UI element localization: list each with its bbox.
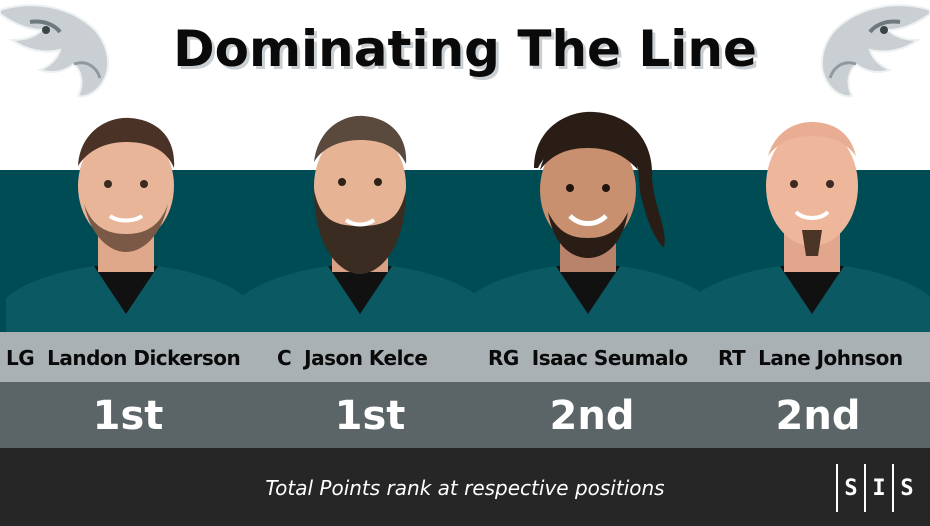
page-title: Dominating The Line	[173, 20, 757, 78]
logo-divider	[864, 464, 866, 512]
player-photo-landon-dickerson	[6, 108, 246, 332]
player-label-2: C Jason Kelce	[277, 344, 428, 372]
logo-letter: S	[900, 475, 914, 501]
footer	[0, 448, 930, 526]
position-label: RG	[488, 346, 519, 370]
player-label-3: RG Isaac Seumalo	[488, 344, 688, 372]
sis-logo: S I S	[836, 460, 926, 516]
logo-letter: I	[872, 475, 886, 501]
rank-value: 1st	[334, 393, 406, 439]
player-name: Jason Kelce	[304, 346, 428, 370]
player-name: Lane Johnson	[758, 346, 903, 370]
eagle-logo-right	[812, 0, 930, 118]
caption: Total Points rank at respective position…	[265, 476, 665, 500]
names-row	[0, 332, 930, 382]
eagle-head-icon	[820, 4, 930, 98]
position-label: LG	[6, 346, 35, 370]
player-label-4: RT Lane Johnson	[718, 344, 903, 372]
rank-value: 1st	[92, 393, 164, 439]
player-name: Isaac Seumalo	[531, 346, 688, 370]
player-photo-jason-kelce	[240, 108, 480, 332]
eagle-logo-left	[0, 0, 118, 118]
ranks-row	[0, 382, 930, 448]
position-label: C	[277, 346, 292, 370]
logo-divider	[836, 464, 838, 512]
player-photo-isaac-seumalo	[468, 108, 708, 332]
rank-value: 2nd	[549, 393, 635, 439]
logo-divider	[892, 464, 894, 512]
player-photo-lane-johnson	[692, 108, 930, 332]
position-label: RT	[718, 346, 746, 370]
player-label-1: LG Landon Dickerson	[6, 344, 241, 372]
logo-letter: S	[844, 475, 858, 501]
rank-value: 2nd	[775, 393, 861, 439]
player-name: Landon Dickerson	[47, 346, 241, 370]
eagle-head-icon	[0, 4, 110, 98]
